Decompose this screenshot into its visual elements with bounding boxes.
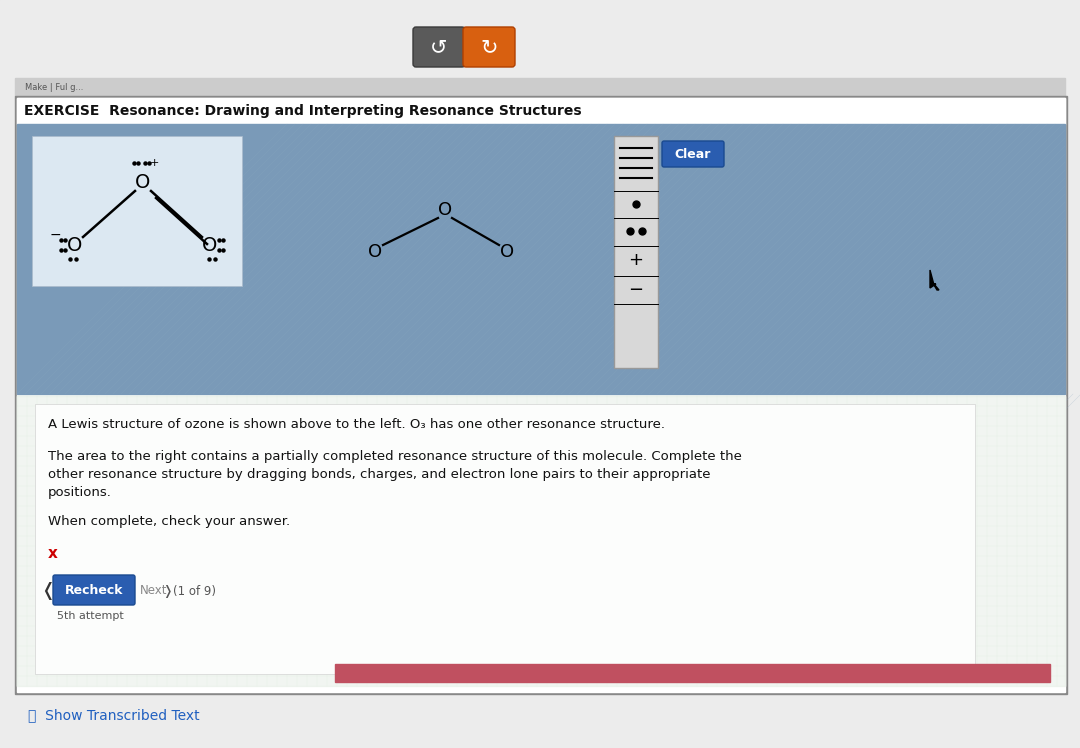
Text: When complete, check your answer.: When complete, check your answer. (48, 515, 291, 527)
Bar (17, 396, 1065, 686)
FancyBboxPatch shape (662, 141, 724, 167)
Text: ↻: ↻ (481, 37, 498, 57)
Polygon shape (930, 270, 939, 290)
Text: EXERCISE  Resonance: Drawing and Interpreting Resonance Structures: EXERCISE Resonance: Drawing and Interpre… (24, 104, 582, 118)
Text: (1 of 9): (1 of 9) (173, 584, 216, 598)
Bar (17, 124, 1065, 394)
Text: −: − (50, 228, 60, 242)
Bar (35, 404, 975, 674)
Text: Recheck: Recheck (65, 584, 123, 598)
Text: +: + (149, 158, 159, 168)
Bar (615, 136, 658, 368)
Text: O: O (67, 236, 83, 254)
Text: O: O (437, 201, 453, 219)
Text: Next: Next (140, 584, 167, 598)
Text: O: O (135, 173, 151, 191)
Bar (32, 136, 242, 286)
Bar (15, 96, 1067, 694)
Bar (17, 396, 1065, 686)
Text: Make | Ful g...: Make | Ful g... (25, 82, 83, 91)
Text: O: O (368, 243, 382, 261)
Text: ↺: ↺ (430, 37, 448, 57)
Text: O: O (500, 243, 514, 261)
Text: ⓘ  Show Transcribed Text: ⓘ Show Transcribed Text (28, 708, 200, 722)
Bar (17, 98, 1065, 692)
Text: O: O (202, 236, 218, 254)
Bar (335, 664, 1050, 682)
Bar (15, 78, 1065, 96)
Bar (17, 98, 1065, 124)
FancyBboxPatch shape (53, 575, 135, 605)
Text: positions.: positions. (48, 485, 112, 498)
Text: Clear: Clear (675, 147, 712, 161)
Text: A Lewis structure of ozone is shown above to the left. O₃ has one other resonanc: A Lewis structure of ozone is shown abov… (48, 417, 665, 431)
Text: x: x (48, 547, 58, 562)
Text: The area to the right contains a partially completed resonance structure of this: The area to the right contains a partial… (48, 450, 742, 462)
Text: ❬: ❬ (40, 582, 55, 600)
FancyBboxPatch shape (413, 27, 465, 67)
FancyBboxPatch shape (463, 27, 515, 67)
Text: other resonance structure by dragging bonds, charges, and electron lone pairs to: other resonance structure by dragging bo… (48, 468, 711, 480)
Text: ❭: ❭ (162, 584, 173, 598)
Text: 5th attempt: 5th attempt (57, 611, 124, 621)
Text: −: − (629, 281, 644, 299)
Text: +: + (629, 251, 644, 269)
